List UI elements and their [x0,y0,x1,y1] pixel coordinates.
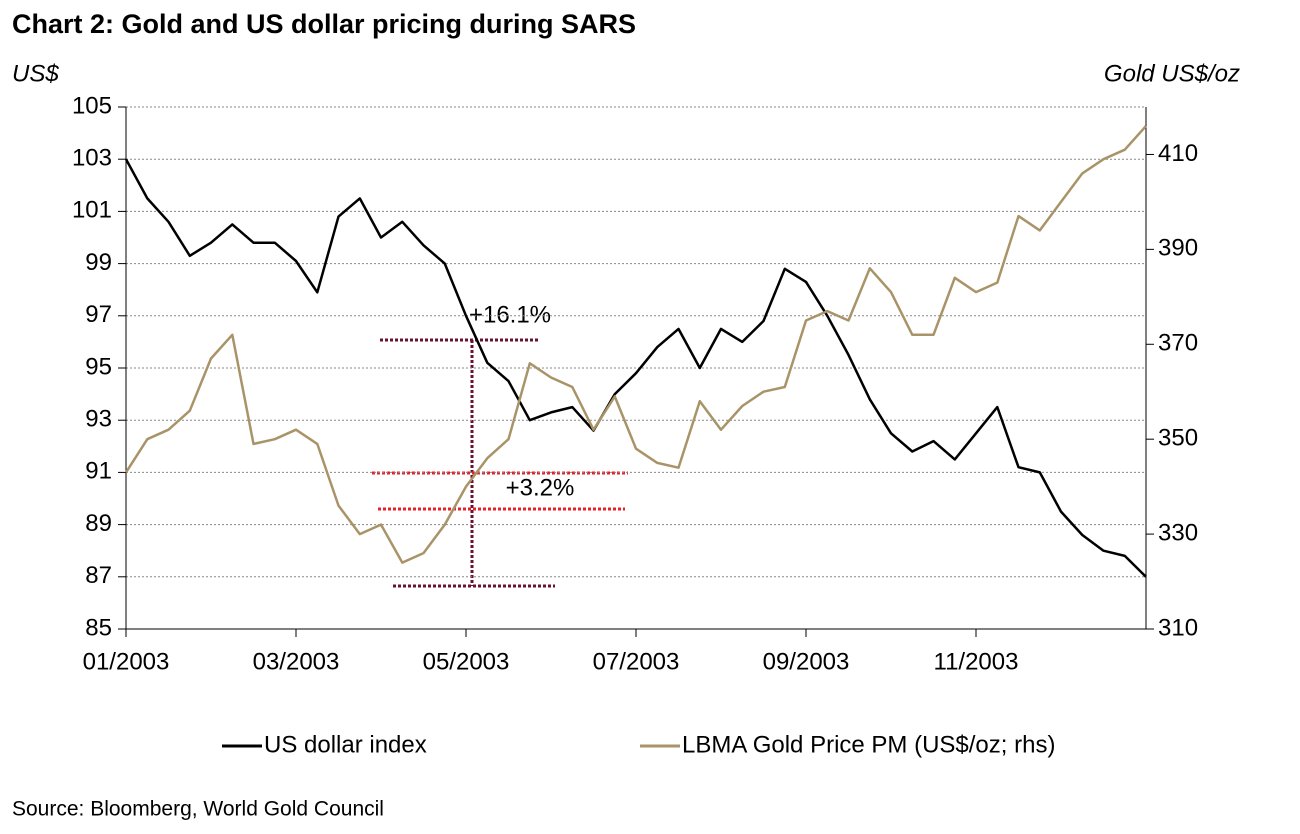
y2-tick-label: 350 [1158,425,1198,452]
y-tick-label: 87 [85,562,112,589]
x-tick-label: 01/2003 [83,648,170,675]
y-axis-label: US$ [12,60,59,87]
y-tick-label: 105 [72,92,112,119]
annotation: +3.2% [506,474,575,501]
y2-tick-label: 370 [1158,330,1198,357]
y-tick-label: 99 [85,249,112,276]
x-tick-label: 05/2003 [423,648,510,675]
legend-label: LBMA Gold Price PM (US$/oz; rhs) [682,731,1055,758]
series-line [124,158,1147,578]
chart-title: Chart 2: Gold and US dollar pricing duri… [12,9,636,39]
y-tick-label: 103 [72,145,112,172]
y-tick-label: 93 [85,406,112,433]
legend-label: US dollar index [264,731,427,758]
y2-tick-label: 330 [1158,519,1198,546]
source: Source: Bloomberg, World Gold Council [12,798,384,821]
y-tick-label: 97 [85,301,112,328]
y2-tick-label: 310 [1158,614,1198,641]
x-tick-label: 09/2003 [763,648,850,675]
x-tick-label: 03/2003 [253,648,340,675]
x-tick-label: 11/2003 [934,648,1019,675]
y-tick-label: 85 [85,614,112,641]
y2-axis-label: Gold US$/oz [1104,60,1240,87]
x-tick-label: 07/2003 [593,648,680,675]
y-tick-label: 91 [85,458,112,485]
y-tick-label: 95 [85,353,112,380]
y2-tick-label: 410 [1158,140,1198,167]
annotation: +16.1% [469,301,551,328]
y-tick-label: 89 [85,510,112,537]
series-line [124,125,1147,564]
y2-tick-label: 390 [1158,235,1198,262]
annotation-lines [372,338,628,588]
y-tick-label: 101 [72,197,112,224]
